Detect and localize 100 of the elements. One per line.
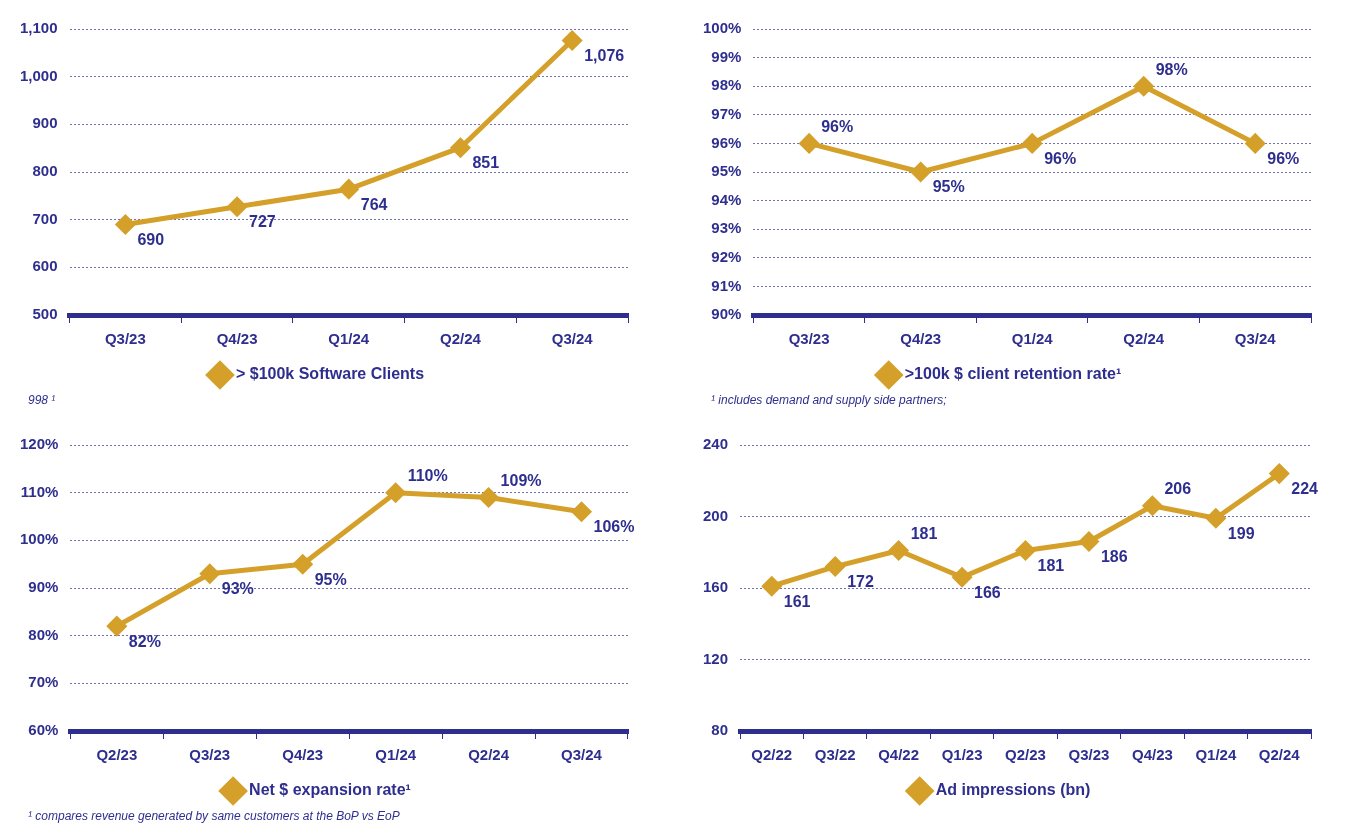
x-tick-label: Q2/24	[1258, 746, 1301, 764]
y-tick-label: 70%	[28, 673, 59, 691]
x-tick-label: Q3/23	[104, 330, 146, 348]
data-label: 851	[472, 154, 500, 172]
data-label: 96%	[1044, 149, 1077, 167]
data-label: 1,076	[584, 46, 625, 64]
point	[911, 162, 931, 182]
y-tick-label: 900	[32, 114, 58, 132]
data-label: 166	[974, 583, 1001, 601]
y-tick-label: 80%	[28, 625, 59, 643]
y-tick-label: 800	[32, 162, 58, 180]
text: ¹ compares revenue generated by same customers at the BoP vs EoP	[27, 809, 401, 823]
point	[1245, 133, 1265, 153]
point	[762, 576, 782, 596]
y-tick-label: 200	[703, 506, 729, 524]
data-label: 82%	[128, 632, 161, 650]
y-tick-label: 97%	[711, 104, 742, 122]
x-tick-label: Q1/24	[1195, 746, 1237, 764]
y-tick-label: 99%	[711, 47, 742, 65]
data-label: 95%	[314, 570, 347, 588]
data-label: 95%	[932, 178, 965, 196]
x-tick-label: Q2/22	[751, 746, 793, 764]
point	[572, 502, 592, 522]
point	[1142, 496, 1162, 516]
x-tick-label: Q3/23	[1068, 746, 1110, 764]
data-label: 181	[910, 524, 938, 542]
data-label: 224	[1291, 480, 1319, 498]
legend-label: > $100k Software Clients	[235, 365, 425, 383]
y-tick-label: 92%	[711, 247, 742, 265]
y-tick-label: 80	[711, 721, 729, 739]
y-tick-label: 90%	[711, 305, 742, 323]
data-label: 690	[137, 230, 165, 248]
x-tick-label: Q3/24	[1234, 330, 1277, 348]
x-tick-label: Q1/24	[1011, 330, 1054, 348]
data-label: 172	[847, 572, 874, 590]
x-tick-label: Q1/23	[941, 746, 983, 764]
x-tick-label: Q3/22	[814, 746, 856, 764]
x-tick-label: Q4/22	[878, 746, 920, 764]
legend-label: Net $ expansion rate¹	[249, 781, 411, 799]
data-label: 181	[1037, 556, 1065, 574]
x-tick-label: Q4/23	[900, 330, 942, 348]
y-tick-label: 120%	[19, 435, 59, 453]
point	[1269, 464, 1289, 484]
point	[1022, 133, 1042, 153]
text: ¹ includes demand and supply side partners;	[710, 393, 948, 407]
y-tick-label: 120	[703, 649, 729, 667]
y-tick-label: 91%	[711, 276, 742, 294]
x-tick-label: Q3/23	[788, 330, 830, 348]
y-tick-label: 100%	[19, 530, 59, 548]
data-label: 96%	[1267, 149, 1300, 167]
point	[799, 133, 819, 153]
data-label: 199	[1227, 524, 1255, 542]
y-tick-label: 100%	[702, 19, 742, 37]
data-label: 110%	[407, 467, 448, 485]
y-tick-label: 240	[703, 435, 729, 453]
data-label: 161	[783, 592, 811, 610]
point	[479, 487, 499, 507]
x-tick-label: Q2/24	[1123, 330, 1165, 348]
y-tick-label: 1,100	[19, 19, 58, 37]
point	[115, 214, 135, 234]
x-tick-label: Q3/24	[561, 746, 603, 764]
y-tick-label: 600	[32, 257, 58, 275]
point	[889, 540, 909, 560]
text: 998 ¹	[27, 393, 57, 407]
data-label: 206	[1164, 480, 1192, 498]
y-tick-label: 95%	[711, 162, 742, 180]
y-tick-label: 96%	[711, 133, 742, 151]
point	[293, 554, 313, 574]
point	[1016, 540, 1036, 560]
x-tick-label: Q4/23	[216, 330, 258, 348]
point	[200, 564, 220, 584]
point	[107, 616, 127, 636]
x-tick-label: Q3/23	[189, 746, 231, 764]
x-tick-label: Q1/24	[375, 746, 417, 764]
y-tick-label: 94%	[711, 190, 742, 208]
point	[562, 30, 582, 50]
data-label: 727	[249, 213, 276, 231]
point	[1134, 76, 1154, 96]
x-tick-label: Q4/23	[282, 746, 324, 764]
x-tick-label: Q2/24	[440, 330, 482, 348]
point	[227, 197, 247, 217]
data-label: 96%	[821, 117, 854, 135]
x-tick-label: Q4/23	[1131, 746, 1173, 764]
y-tick-label: 90%	[28, 578, 59, 596]
y-tick-label: 93%	[711, 219, 742, 237]
legend-label: >100k $ client retention rate¹	[904, 365, 1122, 383]
legend-label: Ad impressions (bn)	[935, 781, 1091, 799]
point	[1079, 532, 1099, 552]
point	[450, 138, 470, 158]
y-tick-label: 160	[703, 578, 729, 596]
data-label: 93%	[221, 580, 254, 598]
data-label: 98%	[1155, 60, 1188, 78]
y-tick-label: 60%	[28, 721, 59, 739]
y-tick-label: 1,000	[19, 66, 58, 84]
point	[1206, 508, 1226, 528]
x-tick-label: Q3/24	[551, 330, 594, 348]
data-label: 186	[1100, 547, 1128, 565]
point	[386, 483, 406, 503]
point	[339, 179, 359, 199]
data-label: 764	[360, 195, 388, 213]
